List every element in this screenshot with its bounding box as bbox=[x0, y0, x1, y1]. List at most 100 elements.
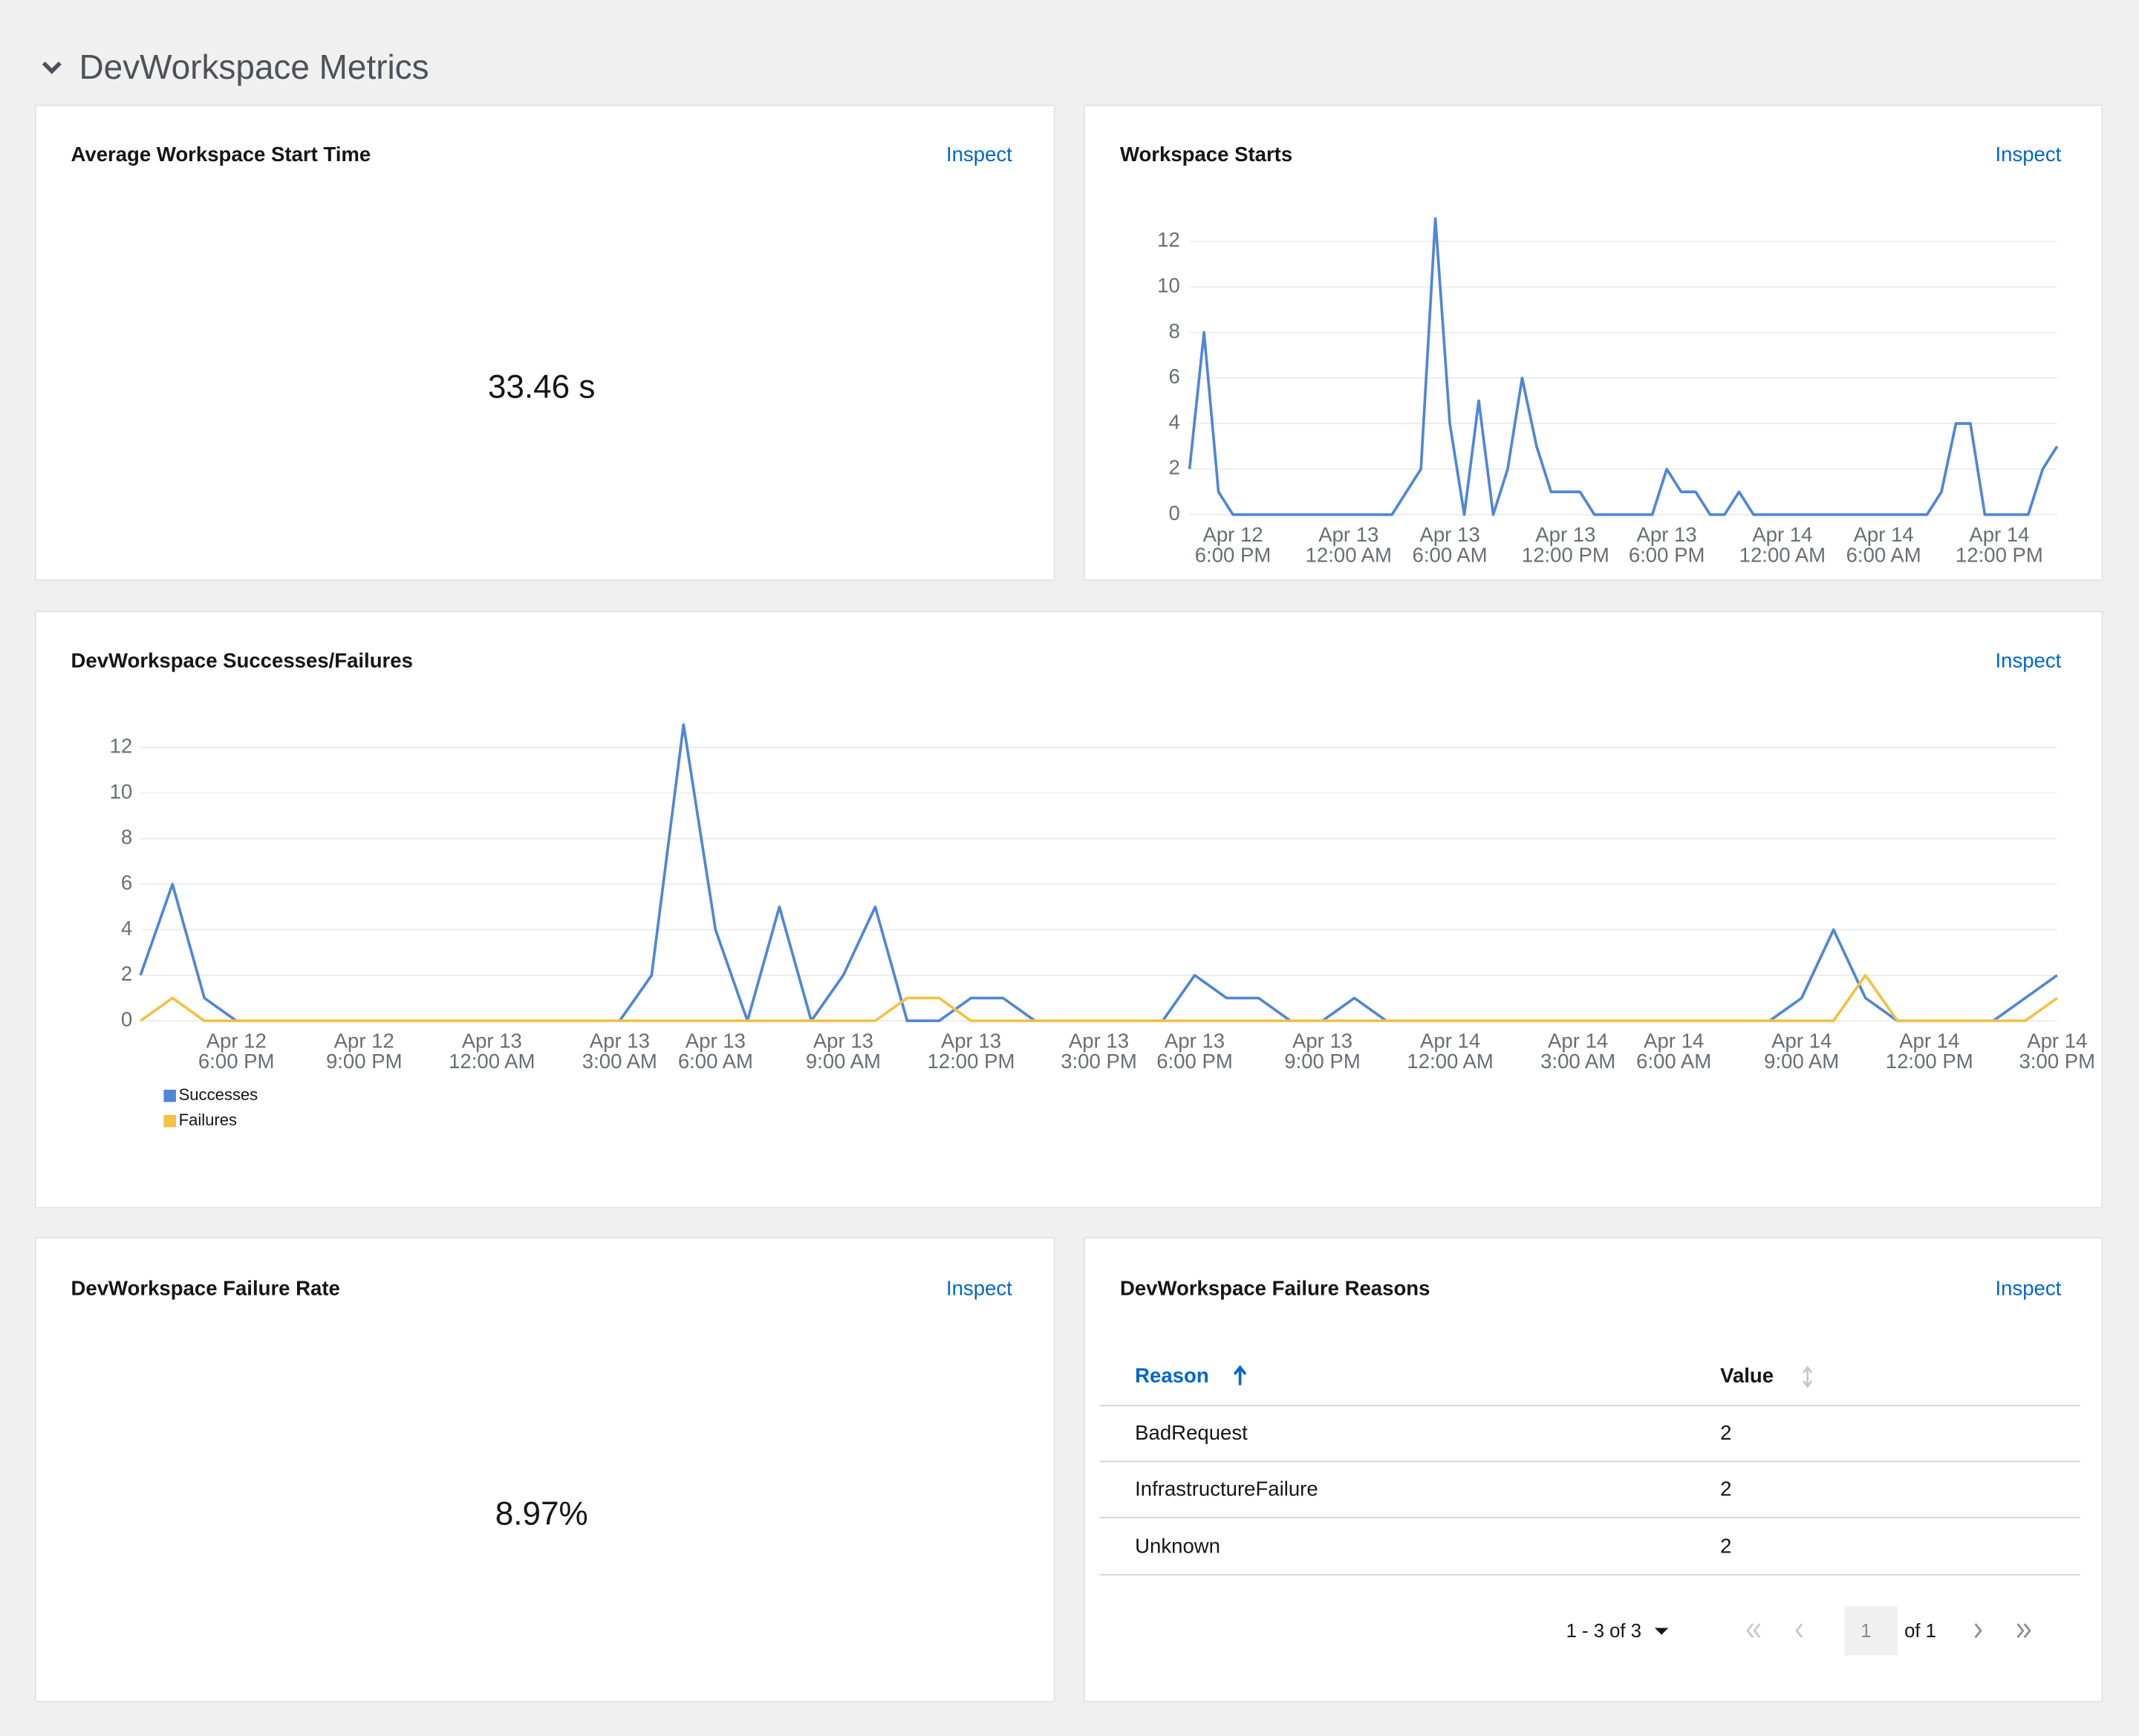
table-cell: InfrastructureFailure bbox=[1135, 1477, 1318, 1500]
legend-label: Successes bbox=[179, 1085, 258, 1104]
x-tick-label-line: 3:00 AM bbox=[582, 1050, 657, 1073]
inspect-link[interactable]: Inspect bbox=[1995, 648, 2061, 672]
column-header[interactable]: Value bbox=[1720, 1364, 1774, 1387]
metric-value: 8.97% bbox=[495, 1496, 588, 1532]
section-title[interactable]: DevWorkspace Metrics bbox=[79, 48, 429, 86]
x-tick-label: Apr 13 9:00 PM bbox=[1284, 1030, 1361, 1073]
x-tick-label: Apr 12 9:00 PM bbox=[326, 1030, 403, 1073]
x-tick-label-line: 12:00 AM bbox=[1407, 1050, 1493, 1073]
x-tick-label: Apr 13 12:00 AM bbox=[1306, 523, 1392, 567]
x-tick-label-line: 9:00 AM bbox=[1764, 1050, 1839, 1073]
y-tick-label: 12 bbox=[110, 735, 133, 758]
x-tick-label-line: Apr 14 bbox=[1548, 1030, 1608, 1053]
first-page[interactable] bbox=[1746, 1623, 1761, 1639]
x-tick-label: Apr 14 12:00 AM bbox=[1739, 523, 1826, 567]
y-tick-label: 6 bbox=[121, 871, 132, 894]
x-tick-label-line: Apr 13 bbox=[813, 1030, 873, 1053]
x-tick-label-line: Apr 13 bbox=[1535, 523, 1595, 546]
y-tick-label: 0 bbox=[1168, 501, 1179, 524]
x-tick-label-line: 6:00 AM bbox=[1846, 544, 1921, 567]
x-tick-label-line: 6:00 PM bbox=[1629, 544, 1705, 567]
collapse-chevron[interactable] bbox=[42, 61, 62, 74]
x-tick-label-line: 3:00 PM bbox=[2019, 1050, 2095, 1073]
x-tick-label: Apr 12 6:00 PM bbox=[1195, 523, 1272, 567]
column-header[interactable]: Reason bbox=[1135, 1364, 1209, 1387]
y-tick-label: 2 bbox=[121, 962, 132, 985]
page-total: of 1 bbox=[1904, 1621, 1936, 1642]
x-tick-label-line: Apr 14 bbox=[1420, 1030, 1480, 1053]
x-tick-label: Apr 14 3:00 AM bbox=[1540, 1030, 1615, 1073]
inspect-link[interactable]: Inspect bbox=[946, 143, 1012, 166]
sort-icon[interactable] bbox=[1803, 1365, 1813, 1388]
x-tick-label: Apr 14 9:00 AM bbox=[1764, 1030, 1839, 1073]
legend-swatch bbox=[163, 1089, 176, 1102]
panel bbox=[34, 1237, 1055, 1703]
x-tick-label: Apr 13 3:00 AM bbox=[582, 1030, 657, 1073]
next-page[interactable] bbox=[1974, 1623, 1982, 1639]
x-tick-label-line: Apr 13 bbox=[941, 1030, 1001, 1053]
x-tick-label: Apr 13 6:00 PM bbox=[1156, 1030, 1233, 1073]
panel-title: Workspace Starts bbox=[1120, 143, 1292, 166]
x-tick-label: Apr 14 12:00 AM bbox=[1407, 1030, 1493, 1073]
x-tick-label-line: Apr 13 bbox=[1292, 1030, 1352, 1053]
x-tick-label-line: 12:00 PM bbox=[1956, 544, 2043, 567]
last-page[interactable] bbox=[2016, 1623, 2031, 1639]
table-cell: 2 bbox=[1720, 1477, 1731, 1500]
x-tick-label-line: 6:00 AM bbox=[1636, 1050, 1711, 1073]
x-tick-label-line: 6:00 AM bbox=[1413, 544, 1488, 567]
pagination-range[interactable]: 1 - 3 of 3 bbox=[1566, 1621, 1641, 1642]
inspect-link[interactable]: Inspect bbox=[1995, 1276, 2061, 1299]
y-tick-label: 0 bbox=[121, 1007, 132, 1030]
page-input-value[interactable]: 1 bbox=[1860, 1621, 1871, 1642]
dropdown-caret[interactable] bbox=[1654, 1628, 1669, 1635]
y-tick-label: 10 bbox=[1157, 273, 1180, 296]
x-tick-label: Apr 14 6:00 AM bbox=[1636, 1030, 1711, 1073]
x-tick-label-line: 12:00 PM bbox=[927, 1050, 1015, 1073]
x-tick-label: Apr 13 6:00 AM bbox=[678, 1030, 753, 1073]
panel-title: DevWorkspace Failure Rate bbox=[71, 1276, 340, 1299]
inspect-link[interactable]: Inspect bbox=[1995, 143, 2061, 166]
y-tick-label: 12 bbox=[1157, 228, 1180, 251]
x-tick-label-line: Apr 14 bbox=[1899, 1030, 1959, 1053]
x-tick-label-line: Apr 13 bbox=[1318, 523, 1378, 546]
x-tick-label-line: Apr 13 bbox=[1419, 523, 1479, 546]
panel-title: DevWorkspace Failure Reasons bbox=[1120, 1276, 1430, 1299]
series-line bbox=[140, 974, 2058, 1023]
x-tick-label-line: Apr 14 bbox=[1771, 1030, 1832, 1053]
x-tick-label-line: Apr 13 bbox=[590, 1030, 650, 1053]
legend-swatch bbox=[163, 1114, 176, 1128]
previous-page[interactable] bbox=[1795, 1623, 1803, 1639]
x-tick-label-line: Apr 13 bbox=[1165, 1030, 1225, 1053]
x-tick-label: Apr 13 12:00 PM bbox=[927, 1030, 1015, 1073]
page-input[interactable] bbox=[1844, 1606, 1898, 1656]
sort-icon[interactable] bbox=[1233, 1365, 1247, 1385]
y-tick-label: 4 bbox=[1168, 410, 1179, 433]
inspect-link[interactable]: Inspect bbox=[946, 1276, 1012, 1299]
panel-title: Average Workspace Start Time bbox=[71, 143, 371, 166]
x-tick-label: Apr 12 6:00 PM bbox=[198, 1030, 275, 1073]
x-tick-label-line: 6:00 PM bbox=[198, 1050, 275, 1073]
y-tick-label: 6 bbox=[1168, 365, 1179, 388]
x-tick-label: Apr 14 3:00 PM bbox=[2019, 1030, 2095, 1073]
x-tick-label: Apr 14 12:00 PM bbox=[1956, 523, 2043, 567]
legend-label: Failures bbox=[179, 1111, 237, 1129]
x-tick-label-line: 9:00 PM bbox=[326, 1050, 403, 1073]
x-tick-label-line: Apr 14 bbox=[1854, 523, 1914, 546]
x-tick-label-line: 12:00 PM bbox=[1522, 544, 1609, 567]
x-tick-label-line: 12:00 AM bbox=[1306, 544, 1392, 567]
x-tick-label-line: Apr 12 bbox=[206, 1030, 267, 1053]
panels bbox=[34, 104, 2103, 1703]
x-tick-label-line: Apr 13 bbox=[1069, 1030, 1129, 1053]
table-cell: Unknown bbox=[1135, 1534, 1220, 1557]
y-tick-label: 4 bbox=[121, 917, 132, 940]
x-tick-label-line: 9:00 AM bbox=[806, 1050, 881, 1073]
x-tick-label-line: Apr 13 bbox=[462, 1030, 522, 1053]
x-tick-label-line: 3:00 PM bbox=[1061, 1050, 1137, 1073]
failure-table: Reason Value BadRequest 2 Infrastructure… bbox=[1099, 1364, 2081, 1576]
x-tick-label: Apr 13 12:00 AM bbox=[449, 1030, 535, 1073]
x-tick-label-line: 6:00 PM bbox=[1156, 1050, 1233, 1073]
y-tick-label: 10 bbox=[110, 780, 133, 803]
y-tick-label: 8 bbox=[121, 825, 132, 848]
x-tick-label-line: Apr 12 bbox=[1202, 523, 1263, 546]
